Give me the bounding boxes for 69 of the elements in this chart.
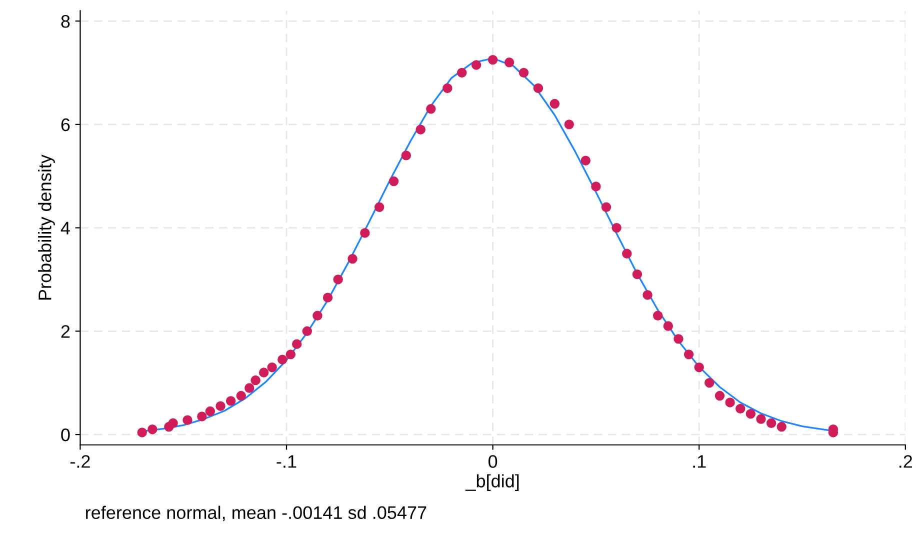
point (674, 334, 684, 344)
point (333, 274, 343, 284)
x-tick-label: -.2 (70, 455, 90, 468)
y-axis-title: Probability density (38, 154, 55, 300)
point (736, 404, 746, 414)
point (694, 362, 704, 372)
point (348, 254, 358, 264)
point (416, 124, 426, 134)
point (642, 290, 652, 300)
point (148, 424, 158, 434)
x-tick-label: .1 (693, 455, 706, 468)
point (684, 350, 694, 360)
point (580, 156, 591, 166)
point (471, 60, 482, 70)
point (182, 415, 192, 425)
point (226, 396, 236, 406)
point (612, 222, 622, 233)
text: reference normal, mean -.00141 sd .05477 (86, 506, 426, 522)
point (663, 321, 674, 331)
y-tick-label: 8 (61, 14, 70, 28)
point (756, 414, 766, 424)
point (504, 58, 514, 68)
point (457, 68, 467, 78)
point (401, 150, 412, 160)
point (388, 176, 399, 186)
point (533, 83, 544, 94)
point (258, 368, 269, 378)
point (302, 326, 312, 336)
point (518, 68, 529, 78)
point (632, 269, 642, 280)
y-tick-label: 0 (61, 428, 70, 442)
y-tick-label: 4 (60, 222, 70, 234)
point (244, 383, 254, 393)
x-tick-label: 0 (488, 455, 498, 468)
point (488, 54, 498, 65)
point (267, 362, 277, 372)
point (622, 248, 632, 259)
point (601, 202, 612, 212)
point (652, 310, 663, 321)
point (236, 390, 246, 401)
point (292, 339, 302, 349)
x-axis-title: _b[did] (465, 474, 519, 492)
point (168, 418, 178, 428)
y-tick-label: 6 (61, 118, 70, 132)
point (312, 310, 322, 321)
point (286, 350, 296, 360)
y-tick-label: 2 (61, 325, 70, 338)
point (197, 412, 207, 422)
point (591, 182, 601, 192)
point (216, 401, 226, 411)
point (205, 406, 216, 416)
point (137, 428, 147, 438)
x-tick-label: -.1 (276, 455, 296, 468)
point (725, 398, 735, 408)
x-tick-label: .2 (900, 455, 912, 468)
point (278, 354, 288, 364)
point (746, 409, 756, 419)
point (426, 104, 436, 114)
point (564, 120, 574, 130)
point (374, 202, 384, 212)
point (250, 375, 260, 386)
point (360, 228, 370, 238)
point (766, 418, 776, 428)
point (322, 292, 333, 302)
point (714, 390, 725, 401)
point (704, 378, 714, 388)
point (550, 98, 560, 109)
point (776, 422, 786, 432)
point (442, 83, 452, 94)
